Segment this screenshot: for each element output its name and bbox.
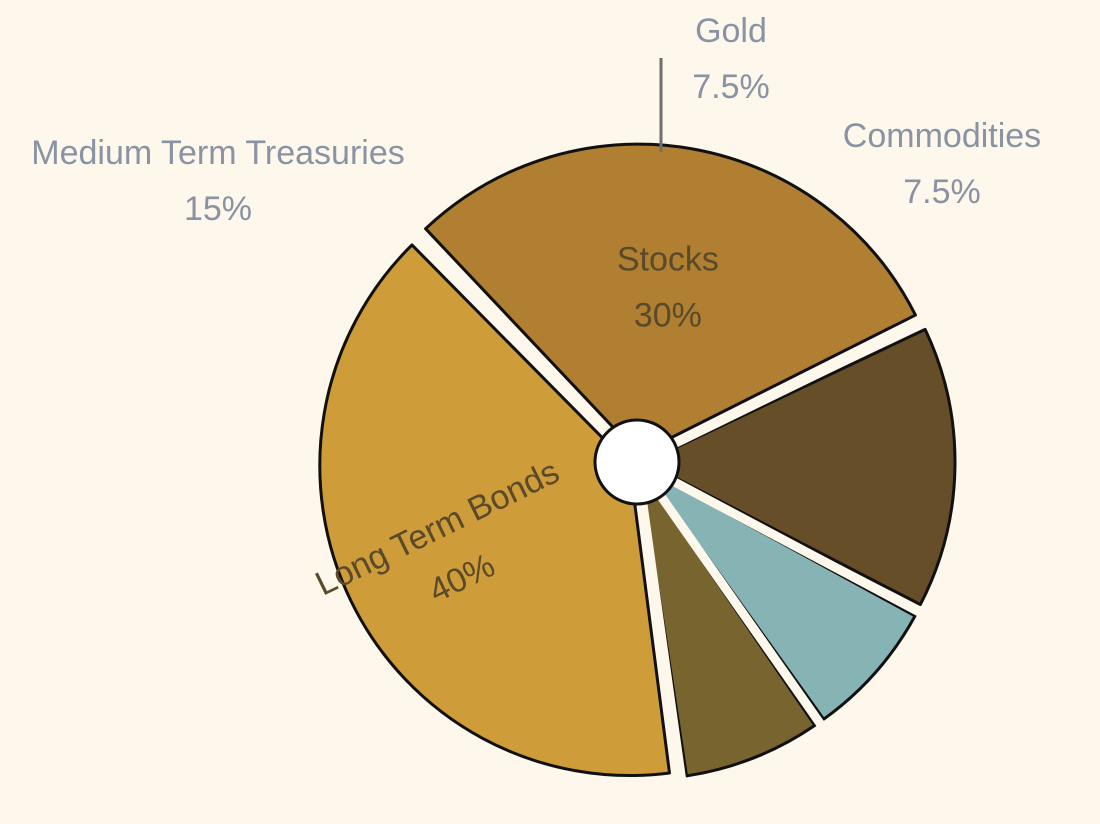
- center-hole: [593, 418, 681, 506]
- slice-label: Gold: [695, 12, 767, 50]
- slice-separator: [635, 313, 936, 467]
- slice-value-label: 7.5%: [903, 173, 981, 211]
- label-gold: Gold 7.5%: [692, 12, 770, 106]
- slice-separator: [634, 458, 931, 621]
- slice-label: Stocks: [617, 241, 719, 279]
- slice-value-label: 15%: [184, 190, 252, 228]
- label-stocks: Stocks 30%: [617, 241, 719, 335]
- slice-medium-term-treasuries: [643, 327, 957, 607]
- slices-layer: [318, 142, 957, 778]
- slice-value-label: 30%: [634, 297, 702, 335]
- center-hole-layer: [404, 221, 936, 790]
- slice-separator: [404, 221, 641, 466]
- slice-stocks: [424, 142, 917, 456]
- slice-label: Commodities: [843, 117, 1041, 155]
- label-commodities: Commodities 7.5%: [843, 117, 1041, 211]
- slice-value-label: 7.5%: [692, 68, 770, 106]
- slice-separator: [633, 459, 830, 735]
- slice-separator: [632, 461, 688, 790]
- slice-label: Medium Term Treasuries: [31, 134, 405, 172]
- slice-commodities: [638, 467, 817, 778]
- slice-gold: [641, 465, 917, 721]
- label-medium-term-treasuries: Medium Term Treasuries 15%: [31, 134, 405, 228]
- slice-long-term-bonds: [318, 243, 671, 777]
